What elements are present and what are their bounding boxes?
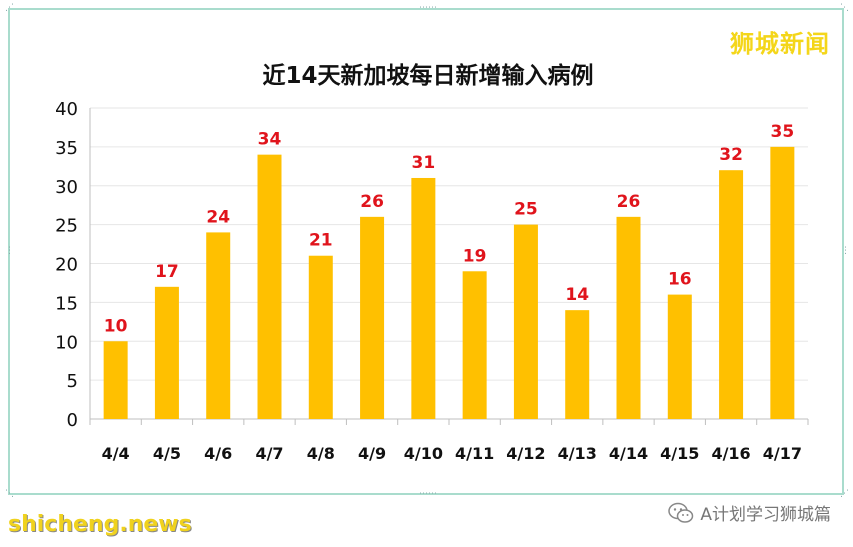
- x-tick-label: 4/8: [307, 444, 335, 463]
- x-tick-label: 4/14: [609, 444, 648, 463]
- wechat-icon: [668, 502, 694, 523]
- y-tick-label: 30: [55, 177, 78, 198]
- y-tick-label: 15: [55, 293, 78, 314]
- data-label: 24: [206, 207, 230, 227]
- data-label: 31: [412, 153, 436, 173]
- footer-account: A计划学习狮城篇: [668, 500, 831, 525]
- data-label: 26: [360, 192, 384, 212]
- bar: [462, 271, 487, 419]
- x-tick-label: 4/16: [711, 444, 750, 463]
- footer-source: shicheng.news: [8, 512, 192, 537]
- x-tick-label: 4/15: [660, 444, 699, 463]
- x-tick-label: 4/7: [255, 444, 283, 463]
- resize-handle-corner-bl[interactable]: ⋱: [5, 489, 14, 499]
- brand-watermark: 狮城新闻: [730, 30, 830, 58]
- bar: [206, 232, 231, 419]
- y-tick-label: 25: [55, 216, 78, 237]
- data-label: 10: [104, 316, 128, 336]
- x-tick-label: 4/11: [455, 444, 494, 463]
- bar-chart: 0 5 10 15 20 25 30 35 40 10 4/4 17 4/5 24 4/6 34 4/7 21 4/…: [55, 99, 809, 463]
- x-tick-label: 4/9: [358, 444, 386, 463]
- data-label: 35: [771, 122, 795, 142]
- x-tick-label: 4/17: [763, 444, 802, 463]
- y-tick-label: 0: [67, 410, 78, 431]
- y-tick-label: 40: [55, 99, 78, 120]
- data-label: 19: [463, 246, 487, 266]
- bar: [360, 216, 385, 419]
- y-tick-label: 20: [55, 255, 78, 276]
- resize-handle-right[interactable]: ⋮: [841, 246, 850, 256]
- x-tick-label: 4/12: [506, 444, 545, 463]
- bar: [770, 146, 795, 419]
- account-name: A计划学习狮城篇: [700, 505, 831, 525]
- x-tick-label: 4/13: [558, 444, 597, 463]
- bar: [667, 294, 692, 419]
- bar: [719, 170, 744, 419]
- bar: [154, 286, 179, 419]
- bar: [616, 216, 641, 419]
- bar: [257, 154, 282, 419]
- resize-handle-bottom[interactable]: ⋯⋯: [419, 489, 437, 499]
- data-label: 25: [514, 200, 538, 220]
- resize-handle-corner-br[interactable]: ⋰: [840, 489, 849, 499]
- data-label: 21: [309, 231, 333, 251]
- x-tick-label: 4/5: [153, 444, 181, 463]
- data-label: 26: [617, 192, 641, 212]
- data-label: 14: [565, 285, 589, 305]
- chart-frame: ⋯⋯ ⋯⋯ ⋮ ⋮ ⋰ ⋱ ⋱ ⋰ 狮城新闻 近14天新加坡每日新增输入病例 0…: [5, 3, 850, 499]
- data-label: 16: [668, 270, 692, 290]
- bar: [308, 255, 333, 419]
- chart-title: 近14天新加坡每日新增输入病例: [262, 63, 594, 89]
- bar: [411, 177, 436, 419]
- x-tick-label: 4/4: [102, 444, 130, 463]
- bar: [565, 310, 590, 419]
- bar: [103, 341, 128, 419]
- x-tick-label: 4/10: [404, 444, 443, 463]
- y-tick-label: 35: [55, 138, 78, 159]
- bar: [513, 224, 538, 419]
- data-label: 32: [719, 145, 743, 165]
- data-label: 17: [155, 262, 179, 282]
- y-tick-label: 10: [55, 332, 78, 353]
- resize-handle-corner-tr[interactable]: ⋱: [840, 3, 849, 13]
- resize-handle-corner-tl[interactable]: ⋰: [5, 3, 14, 13]
- data-label: 34: [258, 130, 282, 150]
- resize-handle-left[interactable]: ⋮: [5, 246, 14, 256]
- x-tick-label: 4/6: [204, 444, 232, 463]
- y-tick-label: 5: [67, 371, 78, 392]
- resize-handle-top[interactable]: ⋯⋯: [419, 3, 437, 13]
